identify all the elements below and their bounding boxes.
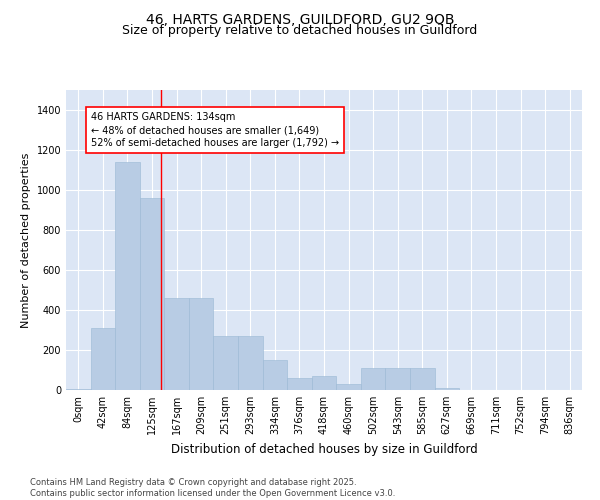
Bar [385, 368, 410, 390]
Bar [214, 336, 238, 390]
Text: 46 HARTS GARDENS: 134sqm
← 48% of detached houses are smaller (1,649)
52% of sem: 46 HARTS GARDENS: 134sqm ← 48% of detach… [91, 112, 338, 148]
Bar [164, 298, 189, 390]
Text: Size of property relative to detached houses in Guildford: Size of property relative to detached ho… [122, 24, 478, 37]
Bar [91, 328, 115, 390]
Bar [361, 368, 385, 390]
Text: 46, HARTS GARDENS, GUILDFORD, GU2 9QB: 46, HARTS GARDENS, GUILDFORD, GU2 9QB [146, 12, 454, 26]
Text: Contains HM Land Registry data © Crown copyright and database right 2025.
Contai: Contains HM Land Registry data © Crown c… [30, 478, 395, 498]
X-axis label: Distribution of detached houses by size in Guildford: Distribution of detached houses by size … [170, 442, 478, 456]
Bar [238, 336, 263, 390]
Bar [410, 368, 434, 390]
Bar [336, 384, 361, 390]
Bar [115, 162, 140, 390]
Bar [312, 376, 336, 390]
Y-axis label: Number of detached properties: Number of detached properties [21, 152, 31, 328]
Bar [189, 298, 214, 390]
Bar [263, 360, 287, 390]
Bar [287, 378, 312, 390]
Bar [434, 388, 459, 390]
Bar [140, 198, 164, 390]
Bar [66, 389, 91, 390]
